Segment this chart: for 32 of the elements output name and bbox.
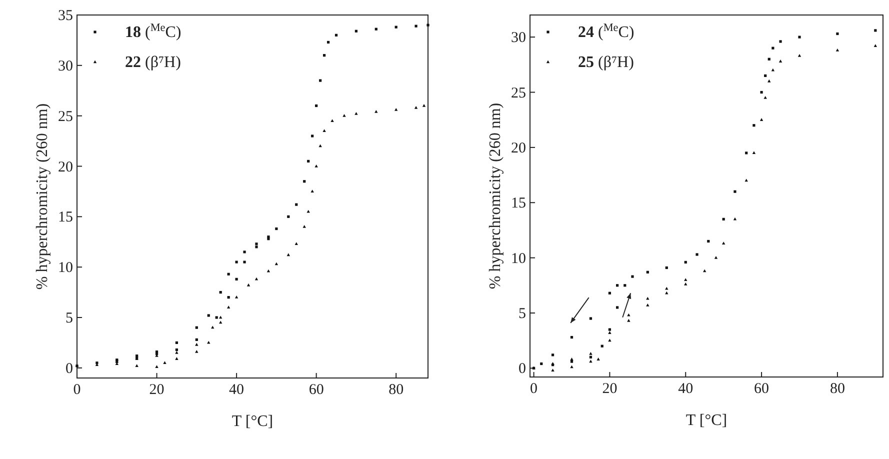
y-tick-label: 25 bbox=[511, 85, 526, 102]
legend-label: 24 ($^{Me}$C) bbox=[578, 22, 634, 41]
y-tick-label: 5 bbox=[66, 310, 73, 326]
y-tick-label: 15 bbox=[58, 210, 73, 226]
y-tick-label: 0 bbox=[66, 360, 73, 377]
x-tick-label: 40 bbox=[678, 381, 694, 397]
x-tick-label: 40 bbox=[229, 382, 244, 398]
legend-label: 18 ($^{Me}$C) bbox=[125, 22, 182, 41]
y-tick-label: 20 bbox=[511, 140, 526, 156]
x-axis-title: T [°C] bbox=[232, 413, 274, 430]
y-axis-title: % hyperchromicity (260 nm) bbox=[34, 103, 51, 290]
x-tick-label: 80 bbox=[830, 381, 845, 397]
y-tick-label: 10 bbox=[511, 250, 526, 267]
y-tick-label: 20 bbox=[58, 159, 73, 176]
x-axis-title: T [°C] bbox=[686, 412, 728, 429]
y-tick-label: 25 bbox=[58, 108, 73, 125]
y-tick-label: 30 bbox=[58, 58, 73, 74]
x-tick-label: 60 bbox=[754, 381, 770, 397]
y-tick-label: 0 bbox=[518, 361, 526, 378]
x-tick-label: 20 bbox=[602, 381, 618, 397]
x-tick-label: 80 bbox=[388, 382, 404, 398]
x-tick-label: 60 bbox=[308, 382, 324, 398]
y-axis-title: % hyperchromicity (260 nm) bbox=[487, 102, 504, 290]
legend-label: 25 (β⁷H) bbox=[578, 54, 634, 71]
y-tick-label: 10 bbox=[58, 260, 73, 276]
legend-label: 22 (β⁷H) bbox=[125, 54, 181, 71]
x-tick-label: 0 bbox=[530, 381, 538, 397]
y-tick-label: 35 bbox=[58, 8, 73, 24]
y-tick-label: 15 bbox=[511, 196, 526, 212]
x-tick-label: 20 bbox=[149, 382, 164, 398]
y-tick-label: 30 bbox=[511, 30, 526, 46]
y-tick-label: 5 bbox=[518, 306, 526, 322]
